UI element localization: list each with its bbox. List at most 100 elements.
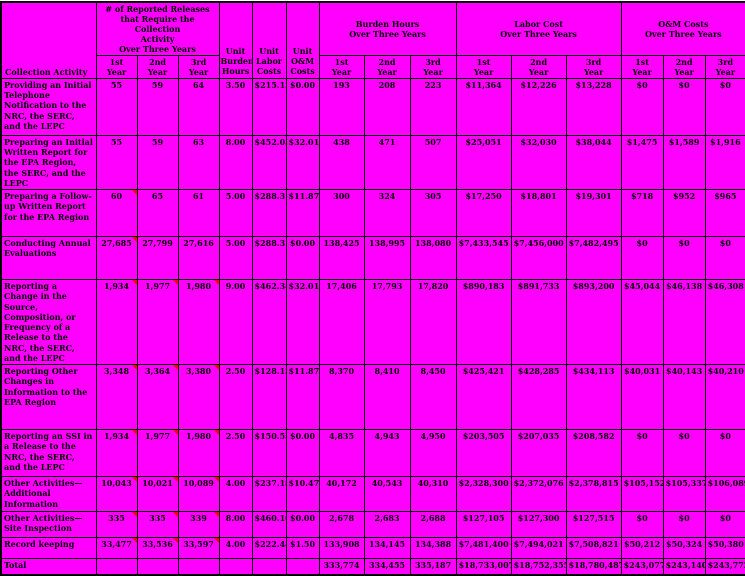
burden-hours-cell: 507 xyxy=(409,134,457,191)
activity-cell: Reporting a Change in the Source, Compos… xyxy=(0,279,97,366)
burden-hours-cell: 17,406 xyxy=(318,279,365,366)
table-row: Total 333,774 334,455 335,187 $18,733,007 $18… xyxy=(0,558,745,576)
burden-hours-cell: 40,543 xyxy=(363,476,411,513)
labor-cost-cell: $18,780,487 xyxy=(565,558,622,576)
labor-cost-cell: $127,300 xyxy=(510,511,567,539)
unit-labor-cost-cell: $128.13 xyxy=(251,364,287,431)
burden-hours-cell: 17,820 xyxy=(409,279,457,366)
burden-hours-cell: 8,410 xyxy=(363,364,411,431)
table-row: Preparing a Follow-up Written Report for… xyxy=(0,189,745,238)
release-count-cell: 3,380 xyxy=(177,364,220,431)
table-row: Reporting an SSI in a Release to the NRC… xyxy=(0,429,745,478)
release-count-cell xyxy=(177,558,220,576)
labor-cost-cell: $2,328,300 xyxy=(455,476,512,513)
table-row: Record keeping 33,477 33,536 33,597 4.00 $222… xyxy=(0,537,745,560)
labor-cost-cell: $18,752,355 xyxy=(510,558,567,576)
burden-hours-year-3-header: 3rd Year xyxy=(409,55,457,79)
burden-hours-cell: 208 xyxy=(363,78,411,136)
comment-marker-icon xyxy=(213,512,219,518)
table-row: Providing an Initial Telephone Notificat… xyxy=(0,78,745,136)
collection-activity-header: Collection Activity xyxy=(0,1,97,79)
om-cost-cell: $718 xyxy=(620,189,664,238)
unit-burden-hours-cell: 9.00 xyxy=(218,279,253,366)
release-count-cell xyxy=(136,558,179,576)
om-cost-cell: $965 xyxy=(704,189,745,238)
labor-cost-cell: $127,105 xyxy=(455,511,512,539)
unit-om-cost-cell: $32.01 xyxy=(285,279,320,366)
table-row: Reporting Other Changes in Information t… xyxy=(0,364,745,431)
table-row: Other Activities—Additional Information 1… xyxy=(0,476,745,513)
burden-hours-cell: 2,678 xyxy=(318,511,365,539)
releases-year-1-header: 1st Year xyxy=(95,55,138,79)
labor-cost-cell: $7,456,000 xyxy=(510,236,567,281)
unit-burden-hours-cell: 8.00 xyxy=(218,134,253,191)
release-count-cell: 33,477 xyxy=(95,537,138,560)
om-cost-cell: $0 xyxy=(704,78,745,136)
comment-marker-icon xyxy=(131,538,136,544)
unit-labor-cost-cell: $150.55 xyxy=(251,429,287,478)
om-cost-cell: $105,337 xyxy=(662,476,706,513)
unit-om-cost-cell xyxy=(285,558,320,576)
comment-marker-icon xyxy=(131,237,136,243)
labor-cost-cell: $203,505 xyxy=(455,429,512,478)
om-cost-cell: $1,916 xyxy=(704,134,745,191)
labor-cost-cell: $7,433,545 xyxy=(455,236,512,281)
table-header: Collection Activity # of Reported Releas… xyxy=(0,1,745,79)
om-cost-cell: $0 xyxy=(704,429,745,478)
labor-cost-cell: $12,226 xyxy=(510,78,567,136)
labor-cost-cell: $893,200 xyxy=(565,279,622,366)
unit-burden-hours-cell: 5.00 xyxy=(218,236,253,281)
comment-marker-icon xyxy=(213,477,219,483)
burden-hours-cell: 8,370 xyxy=(318,364,365,431)
release-count-cell: 3,348 xyxy=(95,364,138,431)
activity-cell: Reporting an SSI in a Release to the NRC… xyxy=(0,429,97,478)
burden-hours-cell: 305 xyxy=(409,189,457,238)
burden-hours-year-2-header: 2nd Year xyxy=(363,55,411,79)
activity-cell: Other Activities—Site Inspection xyxy=(0,511,97,539)
table-row: Other Activities—Site Inspection 335 335 33… xyxy=(0,511,745,539)
activity-cell: Other Activities—Additional Information xyxy=(0,476,97,513)
labor-cost-cell: $7,494,021 xyxy=(510,537,567,560)
release-count-cell: 65 xyxy=(136,189,179,238)
labor-cost-cell: $425,421 xyxy=(455,364,512,431)
release-count-cell: 59 xyxy=(136,78,179,136)
comment-marker-icon xyxy=(131,477,136,483)
activity-cell: Preparing a Follow-up Written Report for… xyxy=(0,189,97,238)
release-count-cell: 33,597 xyxy=(177,537,220,560)
unit-labor-costs-header: Unit Labor Costs xyxy=(251,1,287,79)
unit-om-cost-cell: $0.00 xyxy=(285,429,320,478)
labor-cost-cell: $2,372,076 xyxy=(510,476,567,513)
labor-cost-cell: $11,364 xyxy=(455,78,512,136)
activity-cell: Preparing an Initial Written Report for … xyxy=(0,134,97,191)
release-count-cell: 1,977 xyxy=(136,279,179,366)
om-cost-cell: $0 xyxy=(704,236,745,281)
release-count-cell: 27,799 xyxy=(136,236,179,281)
labor-cost-cell: $13,228 xyxy=(565,78,622,136)
burden-hours-cell: 438 xyxy=(318,134,365,191)
burden-hours-cell: 300 xyxy=(318,189,365,238)
unit-burden-hours-cell xyxy=(218,558,253,576)
burden-hours-cell: 2,683 xyxy=(363,511,411,539)
om-cost-cell: $105,152 xyxy=(620,476,664,513)
labor-cost-cell: $891,733 xyxy=(510,279,567,366)
labor-cost-cell: $25,051 xyxy=(455,134,512,191)
release-count-cell: 10,089 xyxy=(177,476,220,513)
labor-cost-cell: $18,801 xyxy=(510,189,567,238)
labor-cost-cell: $428,285 xyxy=(510,364,567,431)
unit-om-cost-cell: $0.00 xyxy=(285,78,320,136)
releases-group-header: # of Reported Releases that Require the … xyxy=(95,1,220,56)
unit-om-cost-cell: $11.87 xyxy=(285,364,320,431)
labor-cost-cell: $890,183 xyxy=(455,279,512,366)
om-cost-cell: $952 xyxy=(662,189,706,238)
release-count-cell: 55 xyxy=(95,134,138,191)
om-cost-cell: $1,589 xyxy=(662,134,706,191)
release-count-cell: 55 xyxy=(95,78,138,136)
om-cost-cell: $243,772 xyxy=(704,558,745,576)
burden-hours-cell: 138,995 xyxy=(363,236,411,281)
om-cost-cell: $40,143 xyxy=(662,364,706,431)
burden-hours-cell: 40,310 xyxy=(409,476,457,513)
comment-marker-icon xyxy=(213,430,219,436)
comment-marker-icon xyxy=(172,365,177,371)
om-costs-year-3-header: 3rd Year xyxy=(704,55,745,79)
burden-hours-cell: 333,774 xyxy=(318,558,365,576)
